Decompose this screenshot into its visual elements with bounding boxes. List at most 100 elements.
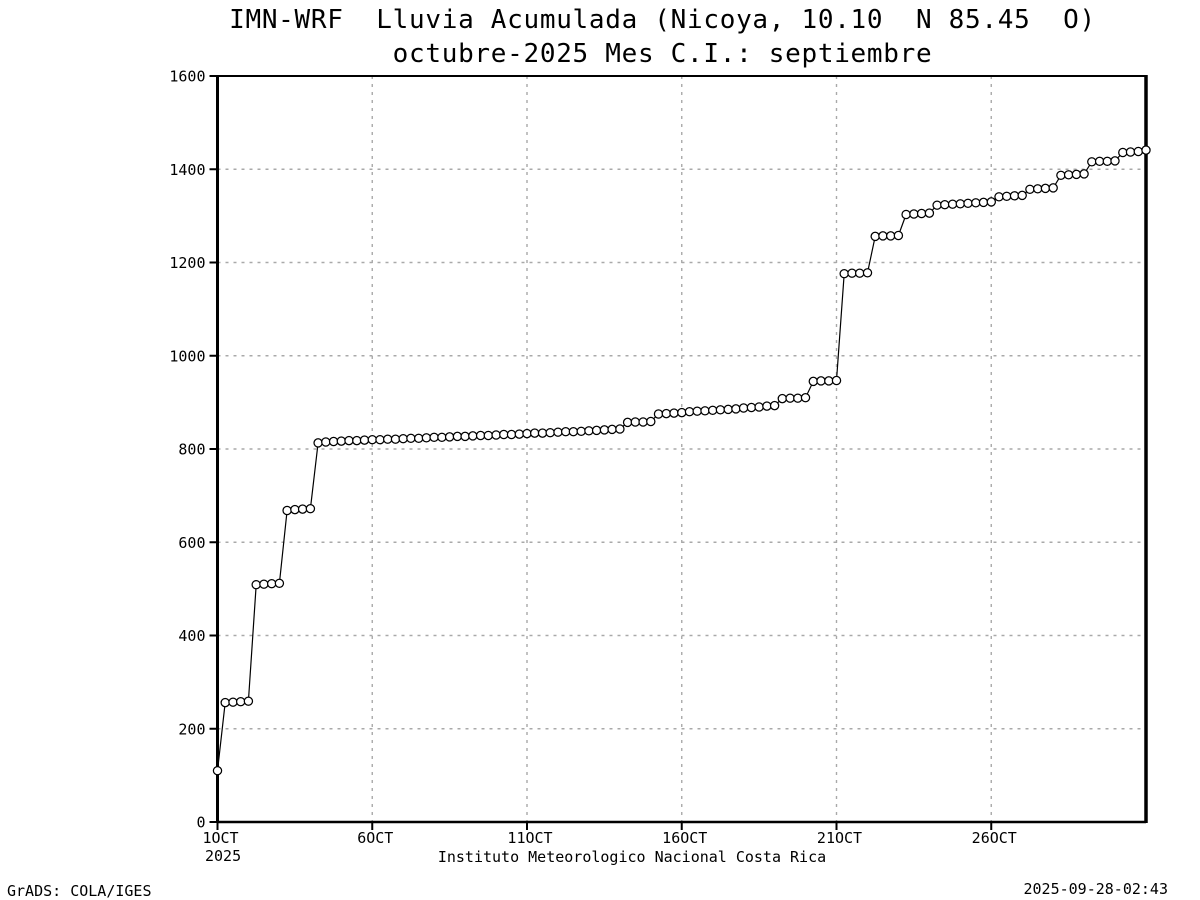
data-point [243, 696, 254, 706]
data-point [862, 268, 873, 278]
data-point [630, 417, 641, 427]
data-point [1001, 191, 1012, 202]
data-point [1071, 169, 1082, 180]
data-point [932, 200, 942, 210]
data-point [870, 231, 880, 242]
data-point [282, 505, 292, 516]
x-tick-label: 11OCT [507, 829, 552, 847]
data-point [421, 433, 432, 443]
data-point [545, 427, 555, 438]
data-point [909, 209, 919, 219]
data-point [336, 436, 347, 446]
data-point [847, 268, 857, 278]
rain-series-markers [212, 145, 1151, 776]
data-point [916, 208, 927, 219]
data-point [584, 426, 594, 436]
data-point [367, 434, 378, 445]
data-point [1040, 183, 1051, 194]
data-point [1125, 147, 1136, 157]
gridlines [217, 76, 1146, 822]
data-point [785, 393, 795, 403]
x-tick-label: 26OCT [972, 829, 1017, 847]
data-point [251, 579, 261, 590]
data-point [328, 436, 339, 447]
data-point [947, 199, 958, 209]
data-point [1110, 156, 1120, 166]
data-point [220, 697, 230, 708]
data-point [940, 199, 950, 210]
data-point [591, 425, 602, 436]
data-point [483, 430, 494, 441]
data-point [622, 417, 633, 428]
data-point [529, 428, 540, 438]
data-point [738, 403, 749, 413]
data-point [653, 409, 664, 419]
data-point [599, 425, 610, 435]
data-point [746, 402, 757, 413]
y-tick-label: 0 [196, 814, 205, 832]
data-point [568, 426, 579, 437]
data-point [576, 426, 586, 437]
data-point [963, 198, 973, 209]
data-point [1056, 170, 1066, 181]
data-point [1063, 170, 1074, 180]
data-point [646, 416, 656, 427]
x-tick-label: 6OCT [357, 829, 393, 847]
data-point [321, 437, 331, 447]
x-tick-label: 1OCT [202, 829, 238, 847]
data-point [297, 504, 308, 514]
data-point [1102, 156, 1113, 167]
y-tick-label: 1600 [169, 68, 205, 86]
data-point [769, 400, 780, 411]
data-point [824, 376, 834, 386]
y-axis-ticks: 0 200 400 600 800 1000 1200 1400 1600 [169, 68, 218, 832]
data-point [1094, 156, 1105, 167]
grads-credit: GrADS: COLA/IGES [7, 882, 152, 900]
data-point [707, 405, 718, 416]
data-point [684, 406, 695, 417]
x-tick-label: 21OCT [817, 829, 862, 847]
chart-title-line1: IMN-WRF Lluvia Acumulada (Nicoya, 10.10 … [229, 5, 1096, 35]
data-point [212, 765, 223, 776]
data-point [537, 428, 548, 438]
y-tick-label: 400 [178, 627, 205, 645]
data-point [808, 376, 819, 387]
data-point [1079, 169, 1089, 179]
data-point [669, 408, 679, 418]
data-point [1009, 191, 1020, 201]
data-point [762, 401, 772, 411]
data-point [901, 209, 911, 220]
data-point [274, 578, 285, 589]
data-point [390, 434, 401, 444]
data-point [266, 578, 277, 589]
data-point [499, 429, 509, 440]
data-point [1141, 145, 1151, 155]
data-point [924, 208, 935, 218]
data-point [1032, 184, 1043, 194]
data-point [491, 430, 501, 440]
data-point [468, 431, 478, 441]
data-point [352, 435, 362, 446]
data-point [1017, 190, 1027, 201]
y-tick-label: 1000 [169, 347, 205, 365]
data-point [460, 431, 470, 442]
data-point [506, 429, 517, 440]
data-point [344, 435, 354, 446]
x-tick-label: 16OCT [662, 829, 707, 847]
data-point [831, 375, 842, 386]
data-point [800, 392, 811, 403]
data-point [839, 268, 849, 279]
data-point [413, 433, 424, 444]
data-point [893, 230, 904, 241]
data-point [398, 433, 408, 444]
data-point [854, 268, 865, 278]
data-point [731, 404, 741, 414]
data-point [955, 199, 966, 209]
data-point [305, 503, 316, 514]
data-point [615, 424, 625, 434]
data-point [1118, 147, 1128, 158]
y-tick-label: 800 [178, 441, 205, 459]
